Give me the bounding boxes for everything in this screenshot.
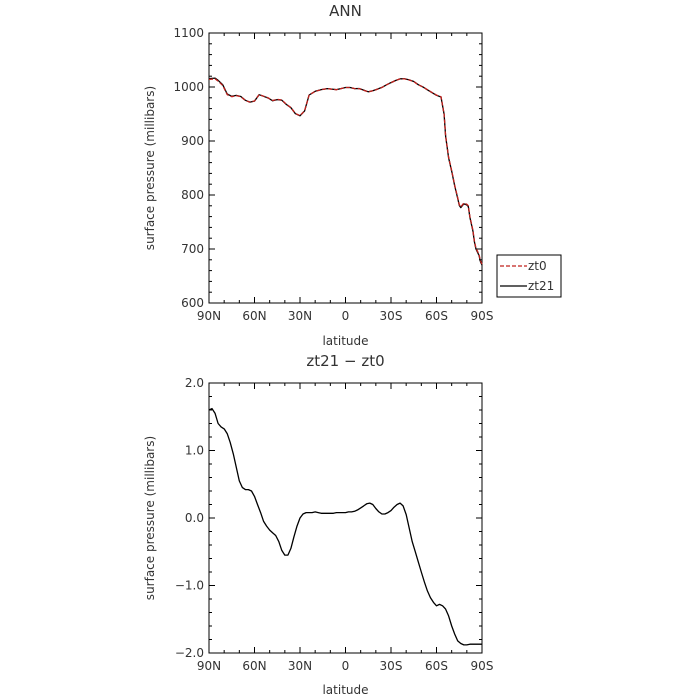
legend: zt0 zt21 <box>496 254 562 298</box>
x-tick-label: 60S <box>425 309 448 323</box>
x-tick-label: 90N <box>197 309 221 323</box>
legend-box <box>496 254 562 298</box>
x-tick-label: 0 <box>342 309 350 323</box>
x-tick-label: 90S <box>471 659 494 673</box>
plot-frame <box>208 32 483 304</box>
x-tick-label: 60S <box>425 659 448 673</box>
x-axis-label: latitude <box>322 683 368 697</box>
x-axis-label: latitude <box>322 334 368 348</box>
y-axis-label: surface pressure (millibars) <box>143 436 157 600</box>
x-tick-label: 30N <box>288 309 312 323</box>
y-tick-label: 2.0 <box>185 376 204 390</box>
y-tick-label: 900 <box>181 134 204 148</box>
y-tick-label: 800 <box>181 188 204 202</box>
y-axis-label: surface pressure (millibars) <box>143 86 157 250</box>
chart-title: zt21 − zt0 <box>306 352 384 370</box>
y-tick-label: 1000 <box>173 80 204 94</box>
y-tick-label: −1.0 <box>175 579 204 593</box>
series-line-zt0 <box>208 78 483 265</box>
chart-panel-2: zt21 − zt0 90N 60N 30N 0 30S 60S 90S −2.0 −1.0 0.0… <box>143 352 493 697</box>
series-line-zt21 <box>208 77 483 266</box>
plot-frame <box>208 382 483 654</box>
x-tick-label: 30N <box>288 659 312 673</box>
y-tick-label: 1100 <box>173 26 204 40</box>
y-tick-label: −2.0 <box>175 646 204 660</box>
x-tick-label: 60N <box>242 659 266 673</box>
x-tick-label: 90N <box>197 659 221 673</box>
y-tick-label: 600 <box>181 296 204 310</box>
y-tick-label: 0.0 <box>185 511 204 525</box>
chart-title: ANN <box>329 2 362 20</box>
x-tick-label: 30S <box>380 309 403 323</box>
x-tick-label: 30S <box>380 659 403 673</box>
x-tick-label: 90S <box>471 309 494 323</box>
y-tick-label: 700 <box>181 242 204 256</box>
x-tick-label: 0 <box>342 659 350 673</box>
series-line-series-1 <box>208 407 482 646</box>
y-tick-label: 1.0 <box>185 444 204 458</box>
x-tick-label: 60N <box>242 309 266 323</box>
legend-label: zt0 <box>528 259 547 273</box>
chart-panel-1: ANN 90N 60N 30N 0 30S 60S 90S 600 700 800 900 1000 11… <box>143 2 562 348</box>
legend-label: zt21 <box>528 279 554 293</box>
